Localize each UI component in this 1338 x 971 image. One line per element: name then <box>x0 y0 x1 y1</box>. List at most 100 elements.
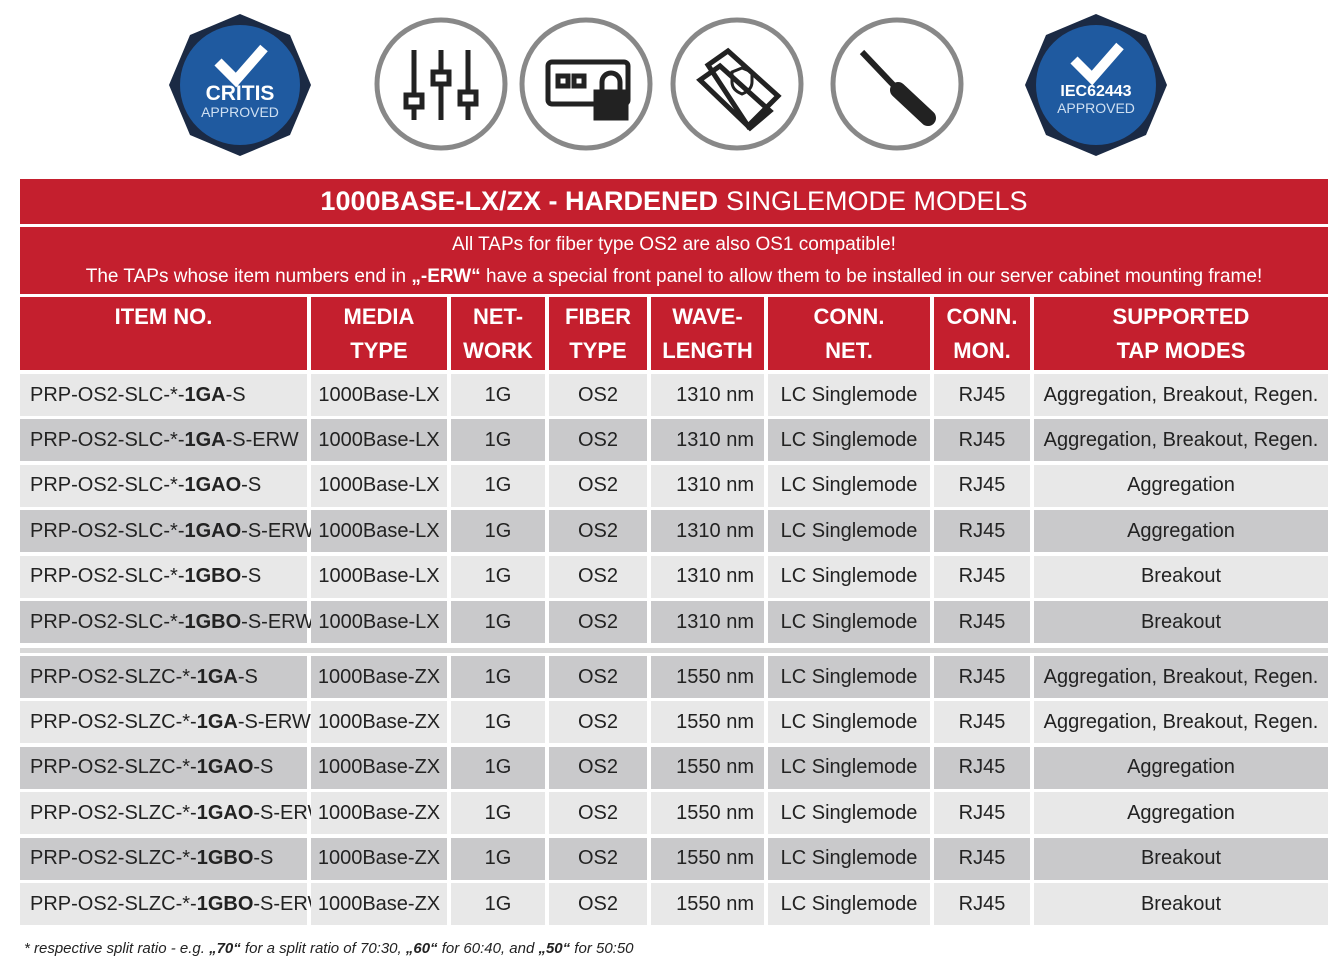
table-cell: 1G <box>451 837 545 880</box>
table-cell: RJ45 <box>934 374 1030 416</box>
table-cell: 1310 nm <box>651 555 764 598</box>
footnote: * respective split ratio - e.g. „70“ for… <box>24 940 634 957</box>
header-line: TYPE <box>569 338 627 363</box>
header-line: CONN. <box>813 304 885 329</box>
table-cell: 1G <box>451 746 545 789</box>
table-cell: Aggregation, Breakout, Regen. <box>1034 701 1328 744</box>
note-text: have a special front panel to allow them… <box>485 265 1263 287</box>
item-prefix: PRP-OS2-SLZC-*- <box>30 710 197 733</box>
item-suffix: -S-ERW <box>241 610 315 633</box>
table-cell: Breakout <box>1034 837 1328 880</box>
badge-subtitle: APPROVED <box>1057 100 1135 116</box>
footnote-bold: „60“ <box>405 940 438 957</box>
table-cell: PRP-OS2-SLC-*- 1GA -S <box>20 374 307 416</box>
table-cell: 1550 nm <box>651 746 764 789</box>
table-cell: 1310 nm <box>651 601 764 643</box>
lock-icon <box>545 59 631 121</box>
item-prefix: PRP-OS2-SLC-*- <box>30 519 185 542</box>
table-cell: PRP-OS2-SLC-*- 1GA -S-ERW <box>20 419 307 462</box>
table-cell: RJ45 <box>934 464 1030 507</box>
item-code: 1GAO <box>196 756 254 779</box>
header-line: LENGTH <box>662 338 753 363</box>
table-cell: LC Singlemode <box>768 656 930 698</box>
column-header: SUPPORTED TAP MODES <box>1034 297 1328 370</box>
column-header: CONN. NET. <box>768 297 930 370</box>
icon-row: CRITIS APPROVED IEC62443 APPROVED <box>169 14 1167 156</box>
table-cell: 1G <box>451 883 545 925</box>
footnote-text: for 50:50 <box>570 940 634 957</box>
table-cell: LC Singlemode <box>768 746 930 789</box>
table-cell: OS2 <box>549 374 647 416</box>
badge-title: IEC62443 <box>1060 83 1131 100</box>
table-cell: RJ45 <box>934 510 1030 553</box>
table-cell: 1550 nm <box>651 701 764 744</box>
table-cell: OS2 <box>549 419 647 462</box>
table-cell: RJ45 <box>934 419 1030 462</box>
item-prefix: PRP-OS2-SLZC-*- <box>30 756 197 779</box>
item-code: 1GAO <box>184 519 242 542</box>
footnote-text: * respective split ratio - e.g. <box>24 940 210 957</box>
footnote-bold: „70“ <box>209 940 241 957</box>
table-cell: 1310 nm <box>651 464 764 507</box>
footnote-text: for a split ratio of 70:30, <box>240 940 406 957</box>
table-cell: 1550 nm <box>651 792 764 835</box>
column-header: ITEM NO. <box>20 297 307 370</box>
header-line: CONN. <box>946 304 1018 329</box>
table-cell: OS2 <box>549 464 647 507</box>
table-cell: 1G <box>451 601 545 643</box>
table-cell: OS2 <box>549 510 647 553</box>
header-line: TYPE <box>350 338 408 363</box>
header-line: MEDIA <box>343 304 415 329</box>
table-cell: LC Singlemode <box>768 555 930 598</box>
critis-badge: CRITIS APPROVED <box>169 14 311 156</box>
table-cell: 1000Base-LX <box>311 464 447 507</box>
table-cell: OS2 <box>549 555 647 598</box>
note: The TAPs whose item numbers end in „-ERW… <box>86 261 1262 293</box>
shield-icon <box>696 47 782 132</box>
item-code: 1GBO <box>196 847 254 870</box>
table-cell: PRP-OS2-SLZC-*- 1GBO -S <box>20 837 307 880</box>
table-cell: LC Singlemode <box>768 792 930 835</box>
table-cell: 1000Base-ZX <box>311 656 447 698</box>
table-cell: PRP-OS2-SLZC-*- 1GAO -S-ERW <box>20 792 326 835</box>
table-cell: 1G <box>451 701 545 744</box>
note: All TAPs for fiber type OS2 are also OS1… <box>452 233 896 255</box>
table-cell: PRP-OS2-SLC-*- 1GAO -S <box>20 464 307 507</box>
header-line: NET- <box>472 304 524 329</box>
column-header: WAVE- LENGTH <box>651 297 764 370</box>
item-suffix: -S-ERW <box>241 519 315 542</box>
table-cell: RJ45 <box>934 555 1030 598</box>
item-prefix: PRP-OS2-SLZC-*- <box>30 892 197 915</box>
feature-icons <box>374 17 964 151</box>
item-prefix: PRP-OS2-SLC-*- <box>30 610 185 633</box>
footnote-bold: „50“ <box>538 940 571 957</box>
item-suffix: -S <box>253 756 274 779</box>
table-cell: 1000Base-LX <box>311 601 447 643</box>
table-cell: 1G <box>451 419 545 462</box>
table-cell: RJ45 <box>934 746 1030 789</box>
table-cell: Aggregation <box>1034 464 1328 507</box>
table-cell: LC Singlemode <box>768 419 930 462</box>
item-prefix: PRP-OS2-SLZC-*- <box>30 847 197 870</box>
item-prefix: PRP-OS2-SLZC-*- <box>30 801 197 824</box>
table-cell: RJ45 <box>934 701 1030 744</box>
table-cell: 1310 nm <box>651 419 764 462</box>
screwdriver-icon <box>859 49 936 126</box>
table-cell: 1G <box>451 464 545 507</box>
item-prefix: PRP-OS2-SLC-*- <box>30 383 185 406</box>
table-cell: LC Singlemode <box>768 374 930 416</box>
table-cell: 1000Base-ZX <box>311 883 447 925</box>
table-title: 1000BASE-LX/ZX - HARDENED SINGLEMODE MODE… <box>20 179 1328 224</box>
item-suffix: -S <box>241 474 262 497</box>
table-cell: Aggregation, Breakout, Regen. <box>1034 419 1328 462</box>
table-cell: LC Singlemode <box>768 883 930 925</box>
item-code: 1GBO <box>184 610 242 633</box>
item-suffix: -S-ERW <box>237 710 311 733</box>
slider-icon <box>403 50 479 120</box>
header-line: ITEM NO. <box>114 304 213 329</box>
table-cell: 1G <box>451 792 545 835</box>
item-code: 1GAO <box>196 801 254 824</box>
item-code: 1GA <box>196 710 238 733</box>
title-bold: 1000BASE-LX/ZX - HARDENED <box>320 186 718 216</box>
column-header: FIBER TYPE <box>549 297 647 370</box>
